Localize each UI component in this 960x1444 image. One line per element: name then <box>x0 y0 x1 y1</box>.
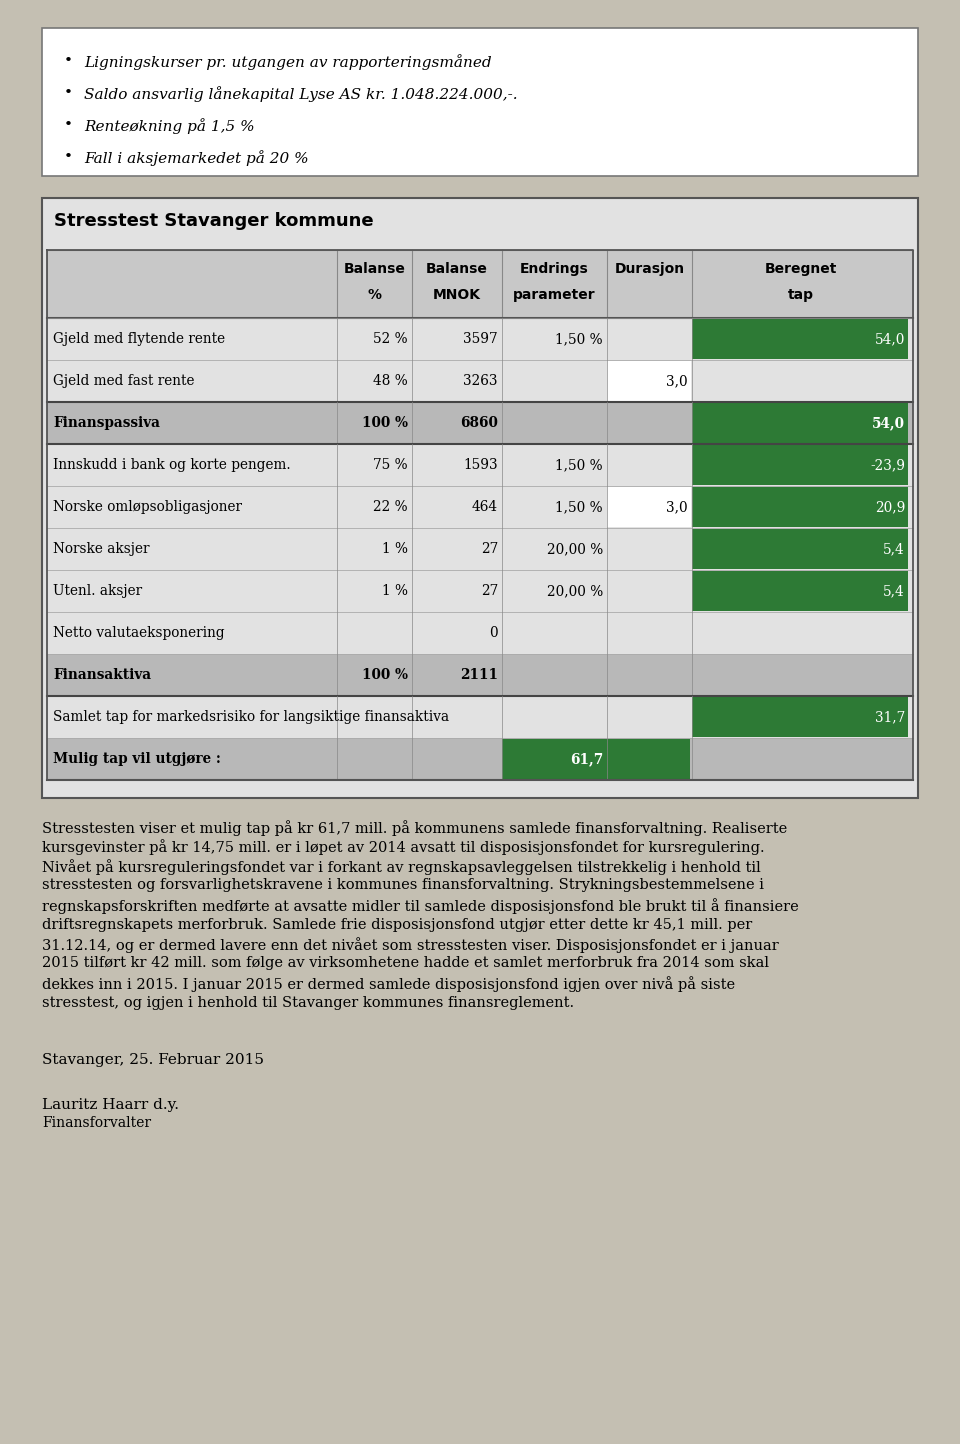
FancyBboxPatch shape <box>607 361 691 401</box>
FancyBboxPatch shape <box>47 529 913 570</box>
Text: 1,50 %: 1,50 % <box>556 332 603 347</box>
Text: 20,00 %: 20,00 % <box>547 542 603 556</box>
FancyBboxPatch shape <box>692 319 908 360</box>
Text: regnskapsforskriften medførte at avsatte midler til samlede disposisjonsfond ble: regnskapsforskriften medførte at avsatte… <box>42 898 799 914</box>
Text: %: % <box>368 287 381 302</box>
FancyBboxPatch shape <box>47 401 913 443</box>
FancyBboxPatch shape <box>47 570 913 612</box>
Text: Gjeld med flytende rente: Gjeld med flytende rente <box>53 332 226 347</box>
FancyBboxPatch shape <box>47 738 913 780</box>
FancyBboxPatch shape <box>692 697 908 736</box>
Text: Norske aksjer: Norske aksjer <box>53 542 150 556</box>
Text: 3263: 3263 <box>464 374 498 388</box>
Text: 31,7: 31,7 <box>875 710 905 723</box>
Text: Durasjon: Durasjon <box>614 261 684 276</box>
FancyBboxPatch shape <box>42 27 918 176</box>
FancyBboxPatch shape <box>607 487 691 527</box>
Text: 1 %: 1 % <box>382 583 408 598</box>
Text: 1,50 %: 1,50 % <box>556 458 603 472</box>
Text: stresstesten og forsvarlighetskravene i kommunes finansforvaltning. Strykningsbe: stresstesten og forsvarlighetskravene i … <box>42 878 764 892</box>
Text: 1593: 1593 <box>464 458 498 472</box>
Text: 48 %: 48 % <box>373 374 408 388</box>
Text: Stresstesten viser et mulig tap på kr 61,7 mill. på kommunens samlede finansforv: Stresstesten viser et mulig tap på kr 61… <box>42 820 787 836</box>
Text: 2111: 2111 <box>460 669 498 682</box>
Text: Endrings: Endrings <box>520 261 588 276</box>
Text: 20,00 %: 20,00 % <box>547 583 603 598</box>
Text: Mulig tap vil utgjøre :: Mulig tap vil utgjøre : <box>53 752 221 765</box>
Text: Renteøkning på 1,5 %: Renteøkning på 1,5 % <box>84 118 254 134</box>
Text: -23,9: -23,9 <box>870 458 905 472</box>
Text: Gjeld med fast rente: Gjeld med fast rente <box>53 374 195 388</box>
FancyBboxPatch shape <box>47 250 913 318</box>
Text: 52 %: 52 % <box>373 332 408 347</box>
Text: Saldo ansvarlig lånekapital Lyse AS kr. 1.048.224.000,-.: Saldo ansvarlig lånekapital Lyse AS kr. … <box>84 87 517 103</box>
Text: 75 %: 75 % <box>373 458 408 472</box>
Text: Norske omløpsobligasjoner: Norske omløpsobligasjoner <box>53 500 242 514</box>
Text: Lauritz Haarr d.y.: Lauritz Haarr d.y. <box>42 1097 179 1112</box>
FancyBboxPatch shape <box>47 696 913 738</box>
FancyBboxPatch shape <box>692 570 908 611</box>
Text: Ligningskurser pr. utgangen av rapporteringsmåned: Ligningskurser pr. utgangen av rapporter… <box>84 53 492 69</box>
Text: 100 %: 100 % <box>362 416 408 430</box>
FancyBboxPatch shape <box>47 612 913 654</box>
Text: Stresstest Stavanger kommune: Stresstest Stavanger kommune <box>54 212 373 230</box>
FancyBboxPatch shape <box>692 487 908 527</box>
Text: 3597: 3597 <box>464 332 498 347</box>
Text: 0: 0 <box>490 627 498 640</box>
Text: Utenl. aksjer: Utenl. aksjer <box>53 583 142 598</box>
Text: 27: 27 <box>481 583 498 598</box>
Text: 54,0: 54,0 <box>875 332 905 347</box>
Text: 20,9: 20,9 <box>875 500 905 514</box>
Text: 1,50 %: 1,50 % <box>556 500 603 514</box>
Text: 6860: 6860 <box>460 416 498 430</box>
Text: 22 %: 22 % <box>373 500 408 514</box>
FancyBboxPatch shape <box>42 198 918 799</box>
Text: Balanse: Balanse <box>344 261 405 276</box>
Text: 100 %: 100 % <box>362 669 408 682</box>
Text: •: • <box>64 118 73 131</box>
FancyBboxPatch shape <box>502 739 690 778</box>
Text: Samlet tap for markedsrisiko for langsiktige finansaktiva: Samlet tap for markedsrisiko for langsik… <box>53 710 449 723</box>
Text: Beregnet: Beregnet <box>765 261 837 276</box>
Text: 54,0: 54,0 <box>872 416 905 430</box>
Text: MNOK: MNOK <box>433 287 481 302</box>
Text: Finanspassiva: Finanspassiva <box>53 416 160 430</box>
Text: •: • <box>64 150 73 165</box>
Text: 2015 tilført kr 42 mill. som følge av virksomhetene hadde et samlet merforbruk f: 2015 tilført kr 42 mill. som følge av vi… <box>42 956 769 970</box>
Text: 5,4: 5,4 <box>883 583 905 598</box>
FancyBboxPatch shape <box>47 360 913 401</box>
FancyBboxPatch shape <box>692 403 908 443</box>
Text: dekkes inn i 2015. I januar 2015 er dermed samlede disposisjonsfond igjen over n: dekkes inn i 2015. I januar 2015 er derm… <box>42 976 735 992</box>
FancyBboxPatch shape <box>47 318 913 360</box>
Text: 3,0: 3,0 <box>666 374 688 388</box>
Text: kursgevinster på kr 14,75 mill. er i løpet av 2014 avsatt til disposisjonsfondet: kursgevinster på kr 14,75 mill. er i løp… <box>42 839 764 855</box>
Text: Nivået på kursreguleringsfondet var i forkant av regnskapsavleggelsen tilstrekke: Nivået på kursreguleringsfondet var i fo… <box>42 859 760 875</box>
FancyBboxPatch shape <box>47 443 913 487</box>
FancyBboxPatch shape <box>692 529 908 569</box>
Text: Finansforvalter: Finansforvalter <box>42 1116 151 1131</box>
Text: Netto valutaeksponering: Netto valutaeksponering <box>53 627 225 640</box>
Text: •: • <box>64 53 73 68</box>
Text: Finansaktiva: Finansaktiva <box>53 669 151 682</box>
Text: 1 %: 1 % <box>382 542 408 556</box>
Text: 61,7: 61,7 <box>569 752 603 765</box>
Text: Balanse: Balanse <box>426 261 488 276</box>
Text: Stavanger, 25. Februar 2015: Stavanger, 25. Februar 2015 <box>42 1053 264 1067</box>
FancyBboxPatch shape <box>47 487 913 529</box>
Text: Innskudd i bank og korte pengem.: Innskudd i bank og korte pengem. <box>53 458 291 472</box>
FancyBboxPatch shape <box>47 654 913 696</box>
Text: 31.12.14, og er dermed lavere enn det nivået som stresstesten viser. Disposisjon: 31.12.14, og er dermed lavere enn det ni… <box>42 937 779 953</box>
Text: 464: 464 <box>472 500 498 514</box>
Text: tap: tap <box>788 287 814 302</box>
Text: stresstest, og igjen i henhold til Stavanger kommunes finansreglement.: stresstest, og igjen i henhold til Stava… <box>42 995 574 1009</box>
Text: parameter: parameter <box>514 287 596 302</box>
Text: •: • <box>64 87 73 100</box>
Text: 5,4: 5,4 <box>883 542 905 556</box>
Text: Fall i aksjemarkedet på 20 %: Fall i aksjemarkedet på 20 % <box>84 150 308 166</box>
Text: 27: 27 <box>481 542 498 556</box>
Text: driftsregnskapets merforbruk. Samlede frie disposisjonsfond utgjør etter dette k: driftsregnskapets merforbruk. Samlede fr… <box>42 917 753 931</box>
FancyBboxPatch shape <box>692 445 908 485</box>
Text: 3,0: 3,0 <box>666 500 688 514</box>
